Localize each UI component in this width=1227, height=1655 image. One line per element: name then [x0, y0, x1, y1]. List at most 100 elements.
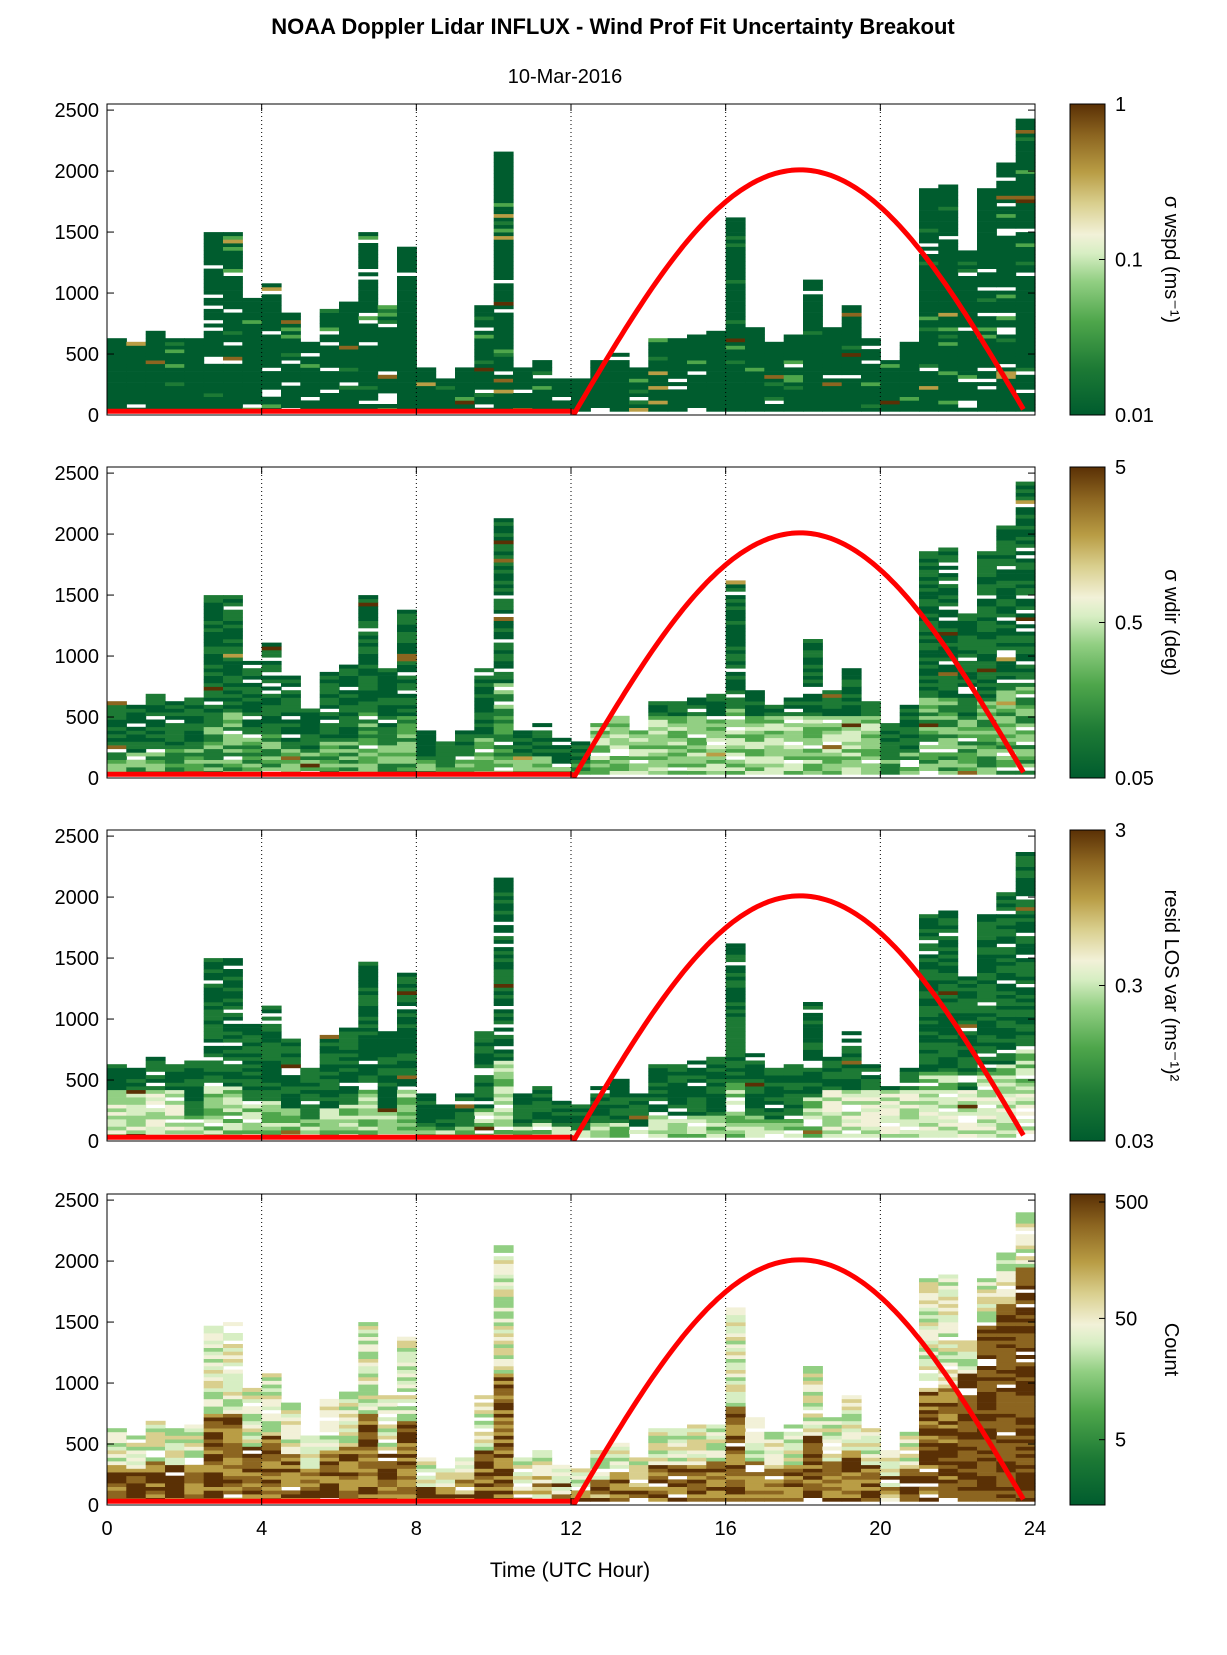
heatmap-cell — [919, 349, 939, 354]
heatmap-cell — [977, 217, 997, 222]
heatmap-cell — [919, 1027, 939, 1032]
heatmap-cell — [126, 385, 147, 390]
heatmap-cell — [474, 752, 495, 757]
heatmap-cell — [725, 587, 746, 592]
heatmap-cell — [725, 257, 746, 262]
heatmap-cell — [339, 723, 359, 728]
heatmap-cell — [184, 1093, 205, 1098]
heatmap-cell — [919, 671, 939, 676]
heatmap-cell — [455, 1122, 475, 1127]
heatmap-cell — [919, 573, 939, 578]
heatmap-cell — [242, 1420, 263, 1425]
heatmap-cell — [996, 1005, 1017, 1010]
heatmap-cell — [397, 396, 417, 401]
heatmap-cell — [223, 349, 243, 354]
heatmap-cell — [416, 767, 437, 771]
heatmap-cell — [590, 767, 611, 771]
heatmap-cell — [281, 1442, 301, 1447]
heatmap-cell — [339, 1406, 359, 1411]
heatmap-cell — [397, 319, 417, 324]
heatmap-cell — [145, 363, 166, 368]
heatmap-cell — [841, 338, 862, 343]
heatmap-cell — [822, 697, 843, 702]
heatmap-cell — [358, 972, 379, 977]
heatmap-cell — [667, 1111, 688, 1116]
heatmap-cell — [532, 1494, 553, 1498]
heatmap-cell — [996, 188, 1017, 193]
heatmap-cell — [281, 1108, 301, 1113]
heatmap-cell — [667, 723, 688, 728]
heatmap-cell — [319, 378, 340, 383]
heatmap-cell — [977, 243, 997, 247]
heatmap-cell — [455, 1472, 475, 1477]
heatmap-cell — [242, 1453, 263, 1458]
heatmap-cell — [725, 382, 746, 387]
heatmap-cell — [648, 349, 669, 354]
heatmap-cell — [609, 378, 630, 383]
heatmap-cell — [493, 558, 514, 563]
heatmap-cell — [880, 752, 901, 757]
heatmap-cell — [107, 404, 127, 408]
heatmap-cell — [745, 1100, 765, 1105]
heatmap-cell — [841, 345, 862, 350]
heatmap-cell — [648, 400, 669, 405]
heatmap-cell — [261, 712, 282, 717]
heatmap-cell — [397, 620, 417, 625]
heatmap-cell — [493, 580, 514, 585]
heatmap-cell — [648, 748, 669, 753]
heatmap-cell — [493, 1281, 514, 1286]
heatmap-cell — [126, 1486, 147, 1491]
heatmap-cell — [841, 341, 862, 346]
heatmap-cell — [281, 1479, 301, 1484]
heatmap-cell — [745, 1446, 765, 1451]
heatmap-cell — [996, 349, 1017, 354]
heatmap-cell — [493, 173, 514, 178]
heatmap-cell — [339, 334, 359, 339]
heatmap-cell — [996, 1016, 1017, 1021]
heatmap-cell — [725, 1027, 746, 1032]
heatmap-cell — [281, 1064, 301, 1069]
heatmap-cell — [919, 976, 939, 981]
heatmap-cell — [493, 319, 514, 324]
heatmap-cell — [203, 1351, 224, 1356]
heatmap-cell — [571, 1497, 591, 1502]
heatmap-cell — [281, 1435, 301, 1440]
heatmap-cell — [590, 759, 611, 764]
heatmap-cell — [493, 529, 514, 534]
heatmap-cell — [996, 265, 1017, 269]
heatmap-cell — [687, 1431, 707, 1436]
heatmap-cell — [667, 382, 688, 387]
heatmap-cell — [416, 759, 437, 764]
heatmap-cell — [648, 352, 669, 357]
heatmap-cell — [184, 1468, 205, 1473]
heatmap-cell — [1015, 290, 1036, 295]
heatmap-cell — [1015, 374, 1036, 379]
heatmap-cell — [725, 352, 746, 357]
heatmap-cell — [764, 704, 785, 709]
heatmap-cell — [938, 276, 959, 280]
heatmap-cell — [455, 1097, 475, 1102]
heatmap-cell — [455, 1104, 475, 1109]
heatmap-cell — [977, 374, 997, 379]
heatmap-cell — [493, 1300, 514, 1305]
heatmap-cell — [223, 279, 243, 284]
heatmap-cell — [919, 932, 939, 937]
y-tick-label: 0 — [88, 1131, 99, 1153]
heatmap-cell — [977, 558, 997, 563]
heatmap-cell — [358, 631, 379, 636]
heatmap-cell — [377, 1060, 398, 1065]
heatmap-cell — [397, 290, 417, 295]
heatmap-cell — [899, 1119, 920, 1123]
heatmap-cell — [919, 664, 939, 669]
heatmap-cell — [977, 554, 997, 559]
heatmap-cell — [126, 393, 147, 397]
heatmap-cell — [764, 1486, 785, 1491]
heatmap-cell — [1015, 1049, 1036, 1054]
heatmap-cell — [996, 290, 1017, 295]
heatmap-cell — [725, 221, 746, 226]
heatmap-cell — [822, 334, 843, 339]
heatmap-cell — [455, 759, 475, 764]
heatmap-cell — [377, 1406, 398, 1411]
heatmap-cell — [223, 1097, 243, 1102]
heatmap-cell — [261, 1089, 282, 1094]
